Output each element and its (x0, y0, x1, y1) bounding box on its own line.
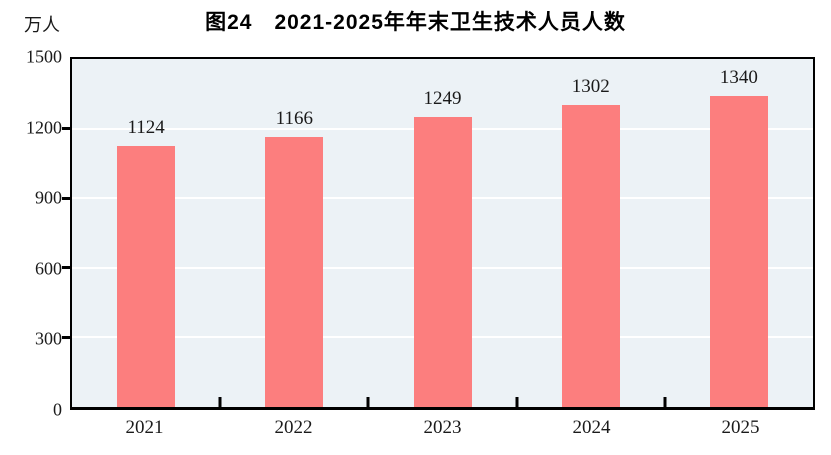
y-axis-tick (62, 266, 70, 270)
bar-value-label: 1124 (127, 117, 165, 139)
bar-group-2023: 1249 (368, 59, 516, 407)
y-axis-tick-label: 900 (35, 187, 62, 208)
y-axis-tick-label: 1200 (26, 117, 62, 138)
x-axis-tick-label-2022: 2022 (274, 417, 313, 438)
x-axis-tick-label-2025: 2025 (721, 417, 760, 438)
x-axis-tick (663, 397, 667, 407)
y-axis-tick-label: 1500 (26, 46, 62, 67)
x-axis-tick-label-2024: 2024 (572, 417, 611, 438)
y-axis-tick (62, 127, 70, 131)
bar-value-label: 1340 (719, 67, 758, 89)
x-axis-tick (515, 397, 519, 407)
x-axis-tick-label-2023: 2023 (423, 417, 462, 438)
bar-2025 (709, 96, 768, 407)
bar-2024 (561, 104, 620, 407)
bar-value-label: 1166 (275, 107, 313, 129)
y-axis-tick (62, 196, 70, 200)
y-axis-tick-label: 300 (35, 328, 62, 349)
x-axis-tick (218, 397, 222, 407)
bar-2021 (117, 146, 176, 407)
bar-group-2022: 1166 (220, 59, 368, 407)
bar-2022 (265, 136, 324, 407)
bar-series: 1124 1166 1249 1302 1340 (72, 59, 813, 407)
bar-value-label: 1249 (423, 88, 462, 110)
plot-area: 1124 1166 1249 1302 1340 (62, 57, 815, 410)
y-axis-tick-label: 0 (53, 399, 62, 420)
y-axis-tick (62, 335, 70, 339)
chart-title: 图24 2021-2025年年末卫生技术人员人数 (205, 11, 626, 34)
bar-value-label: 1302 (571, 75, 610, 97)
bar-group-2024: 1302 (517, 59, 665, 407)
y-axis-tick-label: 600 (35, 258, 62, 279)
x-axis-tick-label-2021: 2021 (125, 417, 164, 438)
bar-2023 (413, 117, 472, 407)
y-axis-unit-label: 万人 (24, 15, 60, 35)
bar-group-2021: 1124 (72, 59, 220, 407)
x-axis-tick (366, 397, 370, 407)
bar-group-2025: 1340 (665, 59, 813, 407)
